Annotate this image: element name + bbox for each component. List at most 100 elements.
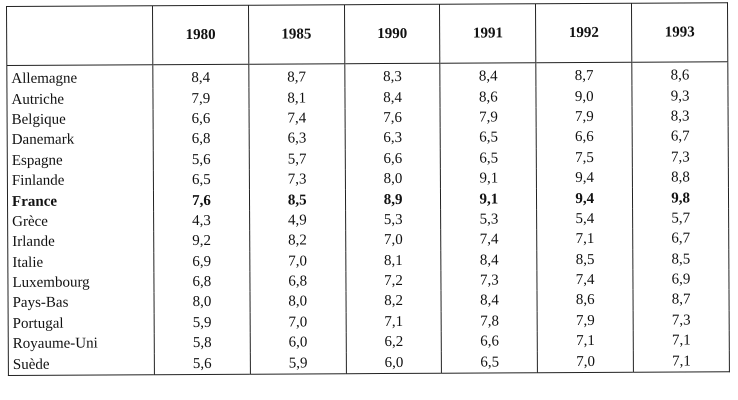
value-cell: 6,8 — [249, 271, 346, 293]
value-cell: 8,4 — [441, 290, 538, 312]
value-cell: 6,0 — [250, 332, 346, 354]
value-cell: 6,5 — [441, 351, 538, 374]
country-name: Luxembourg — [12, 274, 90, 292]
value-cell: 7,5 — [536, 147, 633, 169]
value-cell: 9,1 — [440, 168, 537, 190]
value-cell: 8,0 — [345, 168, 441, 190]
value-cell: 6,6 — [344, 148, 441, 170]
table-body: Allemagne 8,4 8,7 8,3 8,4 8,7 8,6 Autriche 7,9 8,… — [7, 61, 730, 376]
value-cell: 6,3 — [344, 127, 441, 149]
country-name: France — [11, 193, 58, 210]
value-cell: 8,0 — [249, 291, 346, 313]
country-name: Italie — [12, 254, 44, 271]
value-cell: 9,3 — [632, 85, 729, 107]
value-cell: 7,3 — [633, 309, 730, 331]
value-cell: 5,7 — [249, 148, 346, 170]
country-name: Belgique — [11, 111, 66, 128]
value-cell: 7,9 — [537, 310, 634, 332]
value-cell: 7,2 — [345, 270, 442, 292]
year-header: 1990 — [344, 4, 441, 64]
value-cell: 6,8 — [153, 271, 250, 293]
value-cell: 8,2 — [249, 230, 346, 252]
value-cell: 5,8 — [154, 332, 251, 354]
table-frame: 1980 1985 1990 1991 1992 1993 Allemagne 8,4 8,7… — [6, 2, 730, 376]
value-cell: 6,3 — [248, 128, 345, 150]
corner-cell — [6, 5, 153, 66]
country-name: Pays-Bas — [12, 295, 69, 312]
country-row: Suède 5,6 5,9 6,0 6,5 7,0 7,1 — [8, 350, 730, 376]
value-cell: 8,1 — [248, 87, 345, 109]
value-cell: 8,7 — [536, 62, 633, 87]
value-cell: 6,7 — [632, 126, 729, 148]
country-name: Espagne — [11, 152, 63, 169]
value-cell: 8,4 — [440, 62, 537, 88]
country-name: Autriche — [11, 91, 65, 108]
year-header: 1985 — [248, 4, 345, 65]
value-cell: 9,8 — [632, 187, 729, 209]
value-cell: 6,2 — [345, 331, 442, 353]
year-header: 1980 — [152, 5, 249, 65]
value-cell: 6,0 — [345, 352, 442, 374]
value-cell: 7,3 — [632, 146, 729, 168]
country-name: Danemark — [11, 132, 75, 149]
value-cell: 8,2 — [345, 291, 442, 312]
value-cell: 7,4 — [441, 229, 538, 251]
value-cell: 6,8 — [153, 128, 250, 150]
value-cell: 6,9 — [633, 269, 729, 291]
value-cell: 7,9 — [440, 107, 537, 128]
value-cell: 9,4 — [536, 167, 633, 189]
data-table: 1980 1985 1990 1991 1992 1993 Allemagne 8,4 8,7… — [6, 2, 730, 376]
value-cell: 7,0 — [345, 229, 442, 251]
value-cell: 9,1 — [440, 188, 537, 210]
value-cell: 8,4 — [344, 87, 441, 109]
value-cell: 7,9 — [536, 106, 633, 128]
value-cell: 9,0 — [536, 86, 633, 108]
value-cell: 7,1 — [345, 311, 442, 333]
value-cell: 8,0 — [154, 292, 250, 313]
value-cell: 5,4 — [536, 208, 633, 230]
country-name: Finlande — [11, 172, 65, 190]
value-cell: 5,7 — [632, 207, 729, 229]
value-cell: 6,6 — [536, 126, 633, 148]
value-cell: 8,8 — [632, 167, 729, 189]
value-cell: 7,3 — [249, 169, 346, 191]
value-cell: 6,9 — [153, 251, 250, 273]
value-cell: 7,6 — [344, 107, 441, 129]
value-cell: 7,1 — [537, 330, 634, 352]
table-header: 1980 1985 1990 1991 1992 1993 — [6, 2, 728, 66]
country-name: Royaume-Uni — [12, 335, 98, 353]
value-cell: 7,6 — [153, 190, 250, 211]
value-cell: 8,6 — [631, 61, 728, 87]
country-name: Irlande — [12, 234, 55, 251]
year-header: 1992 — [535, 3, 632, 63]
value-cell: 6,6 — [441, 331, 538, 353]
value-cell: 7,0 — [249, 311, 346, 333]
value-cell: 6,5 — [440, 147, 537, 169]
value-cell: 7,4 — [248, 108, 345, 129]
value-cell: 6,6 — [153, 108, 249, 130]
value-cell: 5,6 — [153, 149, 250, 171]
value-cell: 9,4 — [536, 188, 633, 209]
header-row: 1980 1985 1990 1991 1992 1993 — [6, 2, 728, 66]
value-cell: 6,7 — [632, 228, 729, 250]
value-cell: 7,0 — [537, 351, 634, 373]
value-cell: 8,9 — [345, 189, 442, 210]
value-cell: 7,9 — [152, 88, 249, 110]
year-header: 1993 — [631, 2, 728, 63]
value-cell: 7,1 — [633, 330, 730, 352]
value-cell: 9,2 — [153, 230, 250, 252]
value-cell: 7,3 — [441, 270, 538, 292]
value-cell: 5,6 — [154, 353, 251, 375]
country-name: Grèce — [12, 213, 48, 230]
value-cell: 6,5 — [153, 169, 250, 191]
country-name: Portugal — [12, 315, 64, 332]
value-cell: 8,5 — [249, 189, 346, 211]
value-cell: 7,1 — [536, 228, 633, 250]
value-cell: 6,5 — [440, 127, 537, 149]
value-cell: 8,7 — [633, 289, 730, 311]
value-cell: 8,3 — [344, 63, 441, 88]
value-cell: 8,1 — [345, 250, 442, 272]
value-cell: 4,3 — [153, 210, 250, 232]
value-cell: 5,3 — [345, 209, 442, 231]
